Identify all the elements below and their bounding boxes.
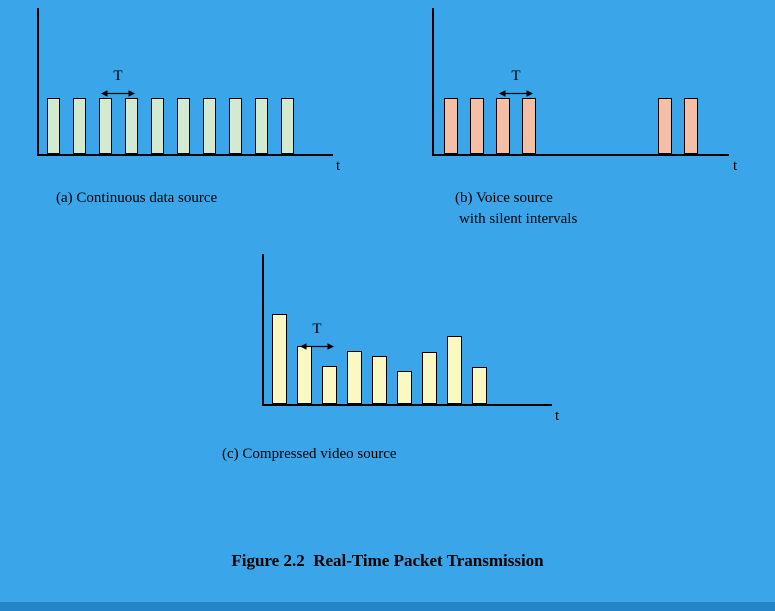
panel-b-pulse-layer [434, 8, 729, 154]
pulse-bar [658, 98, 672, 154]
panel-b-axes [432, 8, 729, 156]
panel-a-pulse-layer [39, 8, 333, 154]
panel-a-period-label: T [113, 68, 123, 84]
pulse-bar [255, 98, 268, 154]
pulse-bar [347, 351, 362, 404]
pulse-bar [472, 367, 487, 404]
pulse-bar [447, 336, 462, 404]
double-arrow-icon [499, 90, 533, 97]
panel-b-time-axis-label: t [733, 158, 738, 174]
pulse-bar [470, 98, 484, 154]
pulse-bar [203, 98, 216, 154]
pulse-bar [177, 98, 190, 154]
panel-c-period-label: T [312, 321, 322, 337]
pulse-bar [496, 98, 510, 154]
pulse-bar [522, 98, 536, 154]
pulse-bar [372, 356, 387, 404]
panel-a-axes [37, 8, 333, 156]
panel-c-axes [262, 254, 552, 406]
pulse-bar [272, 314, 287, 404]
panel-a-period-marker: T [101, 69, 135, 102]
figure-caption: Figure 2.2 Real-Time Packet Transmission [231, 551, 544, 570]
double-arrow-icon [101, 90, 135, 97]
panel-c-period-marker: T [300, 322, 334, 355]
bottom-edge [0, 602, 775, 611]
panel-a-caption: (a) Continuous data source [56, 190, 218, 206]
pulse-bar [444, 98, 458, 154]
panel-c-time-axis-label: t [555, 408, 560, 424]
pulse-bar [47, 98, 60, 154]
panel-c-pulse-layer [264, 254, 552, 404]
pulse-bar [422, 352, 437, 404]
pulse-bar [229, 98, 242, 154]
panel-b-period-marker: T [499, 69, 533, 102]
pulse-bar [281, 98, 294, 154]
panel-b-caption-line1: (b) Voice source [455, 190, 553, 206]
panel-a-time-axis-label: t [336, 158, 341, 174]
pulse-bar [397, 371, 412, 404]
panel-b-caption-line2: with silent intervals [459, 211, 578, 227]
panel-b-caption: (b) Voice source with silent intervals [455, 188, 577, 230]
panel-c-caption: (c) Compressed video source [222, 446, 397, 462]
pulse-bar [73, 98, 86, 154]
pulse-bar [151, 98, 164, 154]
double-arrow-icon [300, 343, 334, 350]
pulse-bar [125, 98, 138, 154]
pulse-bar [684, 98, 698, 154]
pulse-bar [99, 98, 112, 154]
panel-b-period-label: T [511, 68, 521, 84]
pulse-bar [322, 366, 337, 404]
